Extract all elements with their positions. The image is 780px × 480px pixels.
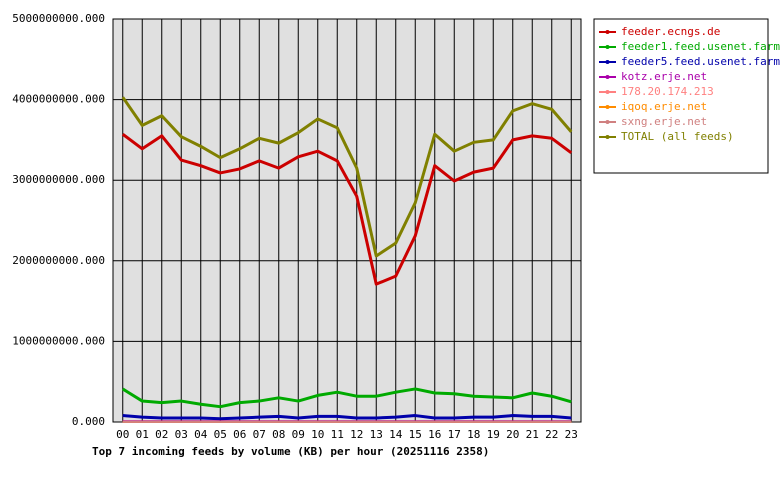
legend-label: feeder.ecngs.de [621,25,720,38]
legend-dot [605,105,610,109]
legend-label: kotz.erje.net [621,70,707,83]
legend-label: TOTAL (all feeds) [621,130,734,143]
legend-dot [605,135,610,139]
legend-label: 178.20.174.213 [621,85,714,98]
legend-dot [605,30,610,34]
legend-dot [605,90,610,94]
x-tick-label: 11 [331,428,344,441]
x-tick-label: 04 [194,428,208,441]
x-tick-label: 14 [389,428,403,441]
legend-box [593,18,769,174]
x-tick-label: 18 [467,428,480,441]
legend-dot [605,45,610,49]
legend-label: feeder5.feed.usenet.farm [621,55,780,68]
x-tick-label: 22 [545,428,558,441]
x-tick-label: 09 [292,428,305,441]
x-tick-label: 01 [136,428,149,441]
x-tick-label: 23 [565,428,578,441]
x-tick-label: 21 [526,428,539,441]
legend-label: feeder1.feed.usenet.farm [621,40,780,53]
x-tick-label: 07 [253,428,266,441]
series-line [121,387,572,409]
x-tick-label: 06 [233,428,246,441]
x-tick-label: 19 [487,428,500,441]
series-line [122,414,572,421]
x-tick-label: 17 [448,428,461,441]
x-tick-label: 10 [311,428,324,441]
x-tick-label: 13 [370,428,383,441]
x-tick-label: 03 [175,428,188,441]
series-line [121,133,573,286]
plot-area [113,19,581,422]
y-tick-label: 3000000000.000 [12,173,105,186]
legend-label: sxng.erje.net [621,115,707,128]
chart-title: Top 7 incoming feeds by volume (KB) per … [92,445,489,458]
legend-label: iqoq.erje.net [621,100,707,113]
x-tick-label: 02 [155,428,168,441]
legend-dot [605,75,610,79]
x-tick-label: 20 [506,428,519,441]
legend-dot [605,120,610,124]
x-tick-label: 08 [272,428,285,441]
y-tick-label: 0.000 [72,415,105,428]
x-tick-label: 12 [350,428,363,441]
y-tick-label: 5000000000.000 [12,12,105,25]
x-tick-label: 15 [409,428,422,441]
y-tick-label: 1000000000.000 [12,334,105,347]
x-tick-label: 05 [214,428,227,441]
x-tick-label: 16 [428,428,441,441]
y-tick-label: 4000000000.000 [12,93,105,106]
y-tick-label: 2000000000.000 [12,254,105,267]
series-line [121,96,573,258]
legend-dot [605,60,610,64]
x-tick-label: 00 [116,428,129,441]
